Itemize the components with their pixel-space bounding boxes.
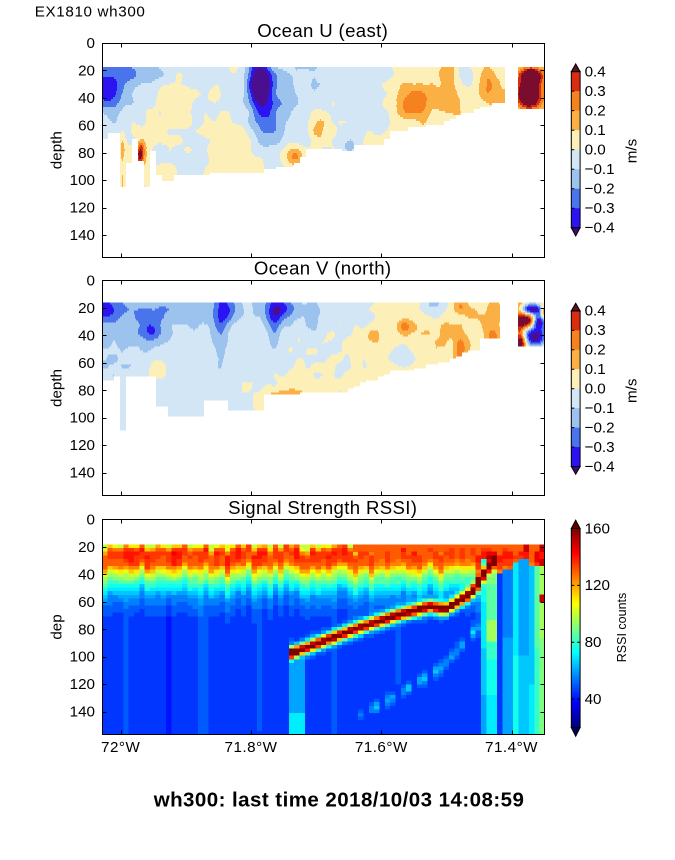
svg-text:depth: depth bbox=[49, 369, 66, 407]
svg-text:80: 80 bbox=[585, 634, 602, 651]
svg-text:0.2: 0.2 bbox=[585, 102, 606, 119]
svg-text:Ocean U (east): Ocean U (east) bbox=[257, 20, 388, 41]
svg-text:71.8°W: 71.8°W bbox=[225, 739, 278, 756]
svg-text:0.3: 0.3 bbox=[585, 83, 606, 100]
svg-text:−0.1: −0.1 bbox=[585, 161, 615, 178]
svg-text:60: 60 bbox=[78, 594, 95, 611]
svg-text:0.0: 0.0 bbox=[585, 142, 606, 159]
svg-text:140: 140 bbox=[70, 465, 95, 482]
svg-text:0: 0 bbox=[87, 273, 95, 290]
svg-text:−0.3: −0.3 bbox=[585, 200, 615, 217]
svg-text:20: 20 bbox=[78, 300, 95, 317]
svg-text:0.4: 0.4 bbox=[585, 63, 606, 80]
svg-text:100: 100 bbox=[70, 649, 95, 666]
svg-text:−0.2: −0.2 bbox=[585, 419, 615, 436]
svg-text:80: 80 bbox=[78, 145, 95, 162]
svg-text:0.0: 0.0 bbox=[585, 381, 606, 398]
svg-text:20: 20 bbox=[78, 62, 95, 79]
svg-text:40: 40 bbox=[78, 90, 95, 107]
svg-text:−0.2: −0.2 bbox=[585, 181, 615, 198]
svg-text:71.4°W: 71.4°W bbox=[485, 739, 538, 756]
svg-text:100: 100 bbox=[70, 172, 95, 189]
svg-text:140: 140 bbox=[70, 227, 95, 244]
svg-text:71.6°W: 71.6°W bbox=[355, 739, 408, 756]
svg-text:m/s: m/s bbox=[624, 378, 641, 403]
svg-text:40: 40 bbox=[585, 691, 602, 708]
svg-text:0.2: 0.2 bbox=[585, 342, 606, 359]
svg-text:40: 40 bbox=[78, 327, 95, 344]
svg-text:RSSI counts: RSSI counts bbox=[615, 593, 629, 662]
svg-text:60: 60 bbox=[78, 117, 95, 134]
svg-text:dep: dep bbox=[49, 614, 66, 639]
svg-text:0: 0 bbox=[87, 35, 95, 52]
svg-text:Signal Strength RSSI): Signal Strength RSSI) bbox=[228, 497, 417, 518]
svg-text:80: 80 bbox=[78, 382, 95, 399]
svg-text:−0.1: −0.1 bbox=[585, 400, 615, 417]
svg-text:80: 80 bbox=[78, 621, 95, 638]
svg-text:0.3: 0.3 bbox=[585, 322, 606, 339]
svg-text:100: 100 bbox=[70, 410, 95, 427]
svg-text:120: 120 bbox=[70, 437, 95, 454]
svg-text:40: 40 bbox=[78, 566, 95, 583]
svg-text:0.1: 0.1 bbox=[585, 122, 606, 139]
svg-text:0.1: 0.1 bbox=[585, 361, 606, 378]
svg-text:160: 160 bbox=[585, 520, 610, 537]
svg-text:m/s: m/s bbox=[624, 138, 641, 163]
svg-text:120: 120 bbox=[70, 676, 95, 693]
svg-text:120: 120 bbox=[70, 200, 95, 217]
svg-text:0.4: 0.4 bbox=[585, 303, 606, 320]
svg-text:EX1810 wh300: EX1810 wh300 bbox=[35, 4, 146, 21]
svg-text:20: 20 bbox=[78, 539, 95, 556]
svg-text:−0.4: −0.4 bbox=[585, 458, 615, 475]
svg-text:72°W: 72°W bbox=[101, 739, 140, 756]
svg-text:0: 0 bbox=[87, 512, 95, 529]
svg-text:140: 140 bbox=[70, 704, 95, 721]
svg-text:120: 120 bbox=[585, 577, 610, 594]
svg-text:−0.4: −0.4 bbox=[585, 220, 615, 237]
svg-text:wh300: last time 2018/10/03 14: wh300: last time 2018/10/03 14:08:59 bbox=[153, 789, 525, 812]
svg-text:depth: depth bbox=[49, 131, 66, 169]
svg-text:−0.3: −0.3 bbox=[585, 439, 615, 456]
svg-text:60: 60 bbox=[78, 355, 95, 372]
svg-text:Ocean V (north): Ocean V (north) bbox=[254, 258, 392, 279]
